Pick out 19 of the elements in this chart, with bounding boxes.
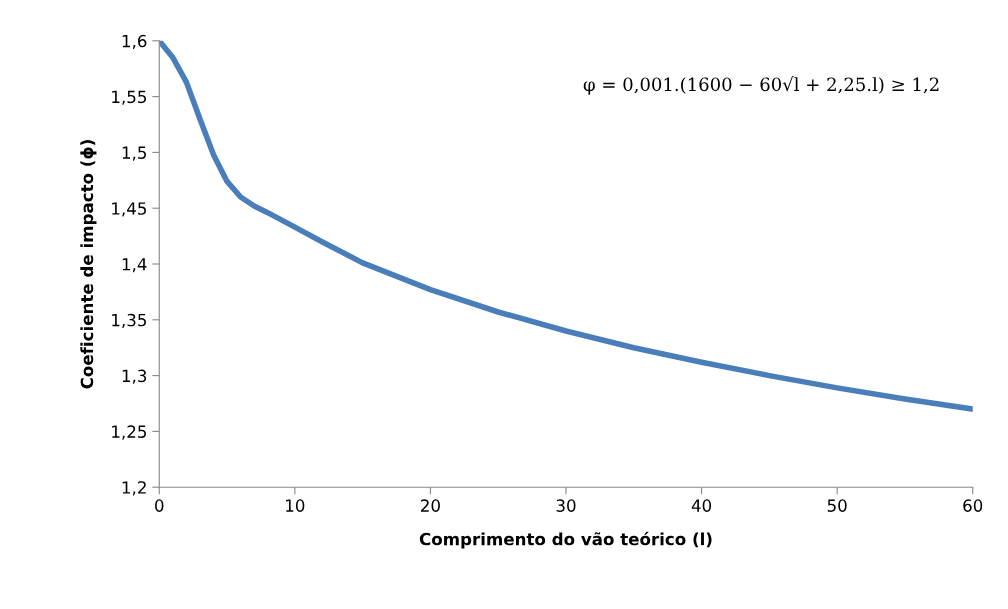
x-tick-label: 60 (963, 499, 983, 512)
x-tick-label: 10 (286, 499, 305, 512)
y-tick-label: 1,35 (112, 313, 146, 329)
y-tick-label: 1,45 (112, 202, 146, 217)
x-tick-label: 50 (827, 499, 847, 512)
y-tick-label: 1,3 (122, 369, 147, 384)
y-tick-label: 1,25 (112, 425, 146, 440)
y-tick-label: 1,55 (112, 90, 146, 105)
y-tick-label: 1,6 (122, 34, 147, 50)
x-tick-label: 40 (691, 499, 712, 512)
y-tick-label: 1,4 (122, 258, 147, 273)
x-tick-label: 30 (556, 499, 576, 512)
x-tick-label: 0 (155, 499, 164, 512)
y-tick-label: 1,5 (122, 146, 146, 161)
x-tick-label: 20 (421, 499, 440, 512)
y-axis-title: Coeficiente de impacto (ϕ) (80, 140, 97, 389)
x-axis-title: Comprimento do vão teórico (l) (419, 531, 712, 549)
y-tick-label: 1,2 (122, 481, 146, 496)
annotation: φ = 0,001.(1600 − 60√l + 2,25.l) ≥ 1,2 (583, 76, 939, 95)
